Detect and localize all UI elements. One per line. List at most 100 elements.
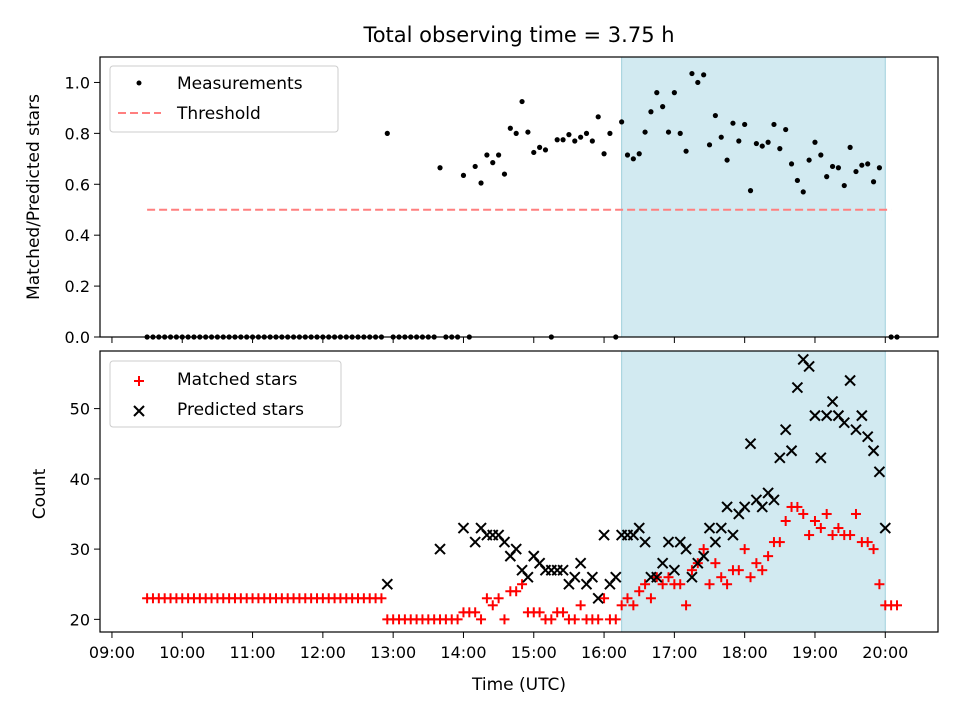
matched-star-point	[558, 607, 569, 618]
matched-star-point	[628, 600, 639, 611]
matched-star-point	[739, 544, 750, 555]
measurement-point	[665, 129, 672, 135]
predicted-star-point	[639, 536, 651, 548]
matched-star-point	[780, 516, 791, 527]
measurement-point	[718, 134, 724, 140]
matched-star-point	[733, 565, 744, 576]
measurement-point	[876, 165, 883, 171]
matched-star-point	[862, 537, 873, 548]
measurement-point	[695, 79, 701, 86]
predicted-star-point	[381, 578, 394, 590]
predicted-star-point	[656, 557, 669, 569]
matched-star-point	[868, 544, 879, 555]
matched-star-point	[657, 579, 668, 590]
measurement-point	[619, 119, 625, 125]
predicted-star-point	[457, 522, 470, 534]
predicted-star-point	[844, 374, 856, 387]
matched-star-point	[534, 607, 545, 618]
measurement-point	[531, 149, 537, 156]
y-tick-label: 50	[70, 400, 90, 419]
measurement-point	[583, 130, 590, 136]
measurement-point	[636, 151, 642, 157]
measurement-point	[800, 189, 806, 195]
y-tick-label: 0.2	[65, 277, 90, 296]
measurement-point	[806, 157, 812, 163]
measurement-point	[783, 126, 789, 133]
bottom-axes-frame	[99, 350, 939, 633]
measurement-point	[677, 130, 683, 136]
x-tick-label: 14:00	[440, 643, 486, 662]
measurement-point	[384, 130, 390, 136]
matched-star-point	[809, 516, 820, 527]
legend-threshold-label: Threshold	[176, 104, 261, 124]
measurement-point	[654, 90, 660, 96]
predicted-star-point	[469, 536, 481, 548]
top-y-ticks: 0.0 0.2 0.4 0.6 0.8 1.0	[65, 73, 100, 347]
predicted-star-point	[662, 536, 675, 548]
matched-star-point	[845, 530, 856, 541]
measurement-point	[841, 182, 847, 189]
predicted-star-point	[633, 522, 645, 534]
matched-star-point	[476, 614, 487, 625]
legend-predicted-label: Predicted stars	[177, 400, 304, 420]
predicted-star-point	[574, 557, 587, 569]
measurement-point	[771, 121, 777, 128]
legend-measurements-marker	[136, 80, 142, 86]
x-tick-label: 18:00	[722, 643, 768, 662]
predicted-star-point	[434, 543, 446, 555]
matched-star-point	[599, 593, 610, 604]
predicted-star-point	[610, 571, 622, 583]
matched-star-point	[546, 614, 557, 625]
matched-star-point	[675, 579, 686, 590]
matched-star-point	[774, 537, 785, 548]
predicted-star-point	[592, 592, 604, 604]
bottom-legend: Matched stars Predicted stars	[109, 360, 342, 428]
y-tick-label: 30	[70, 540, 90, 559]
measurement-point	[712, 112, 718, 119]
predicted-star-point	[850, 423, 862, 436]
matched-star-point	[645, 593, 656, 604]
matched-star-point	[376, 593, 387, 604]
measurement-point	[478, 180, 484, 186]
x-tick-label: 17:00	[651, 643, 697, 662]
measurement-point	[484, 152, 490, 158]
measurement-point	[472, 163, 478, 170]
predicted-star-point	[557, 564, 569, 576]
measurement-point	[624, 152, 631, 158]
y-tick-label: 1.0	[65, 73, 90, 92]
measurement-point	[859, 162, 865, 168]
matched-star-point	[827, 530, 838, 541]
measurement-point	[865, 161, 871, 167]
measurement-point	[730, 120, 736, 126]
matched-star-point	[452, 614, 463, 625]
bottom-legend-box	[109, 360, 342, 428]
predicted-star-point	[586, 571, 599, 583]
measurement-point	[701, 72, 707, 78]
measurement-point	[853, 168, 859, 175]
matched-star-point	[493, 593, 504, 604]
bottom-y-ticks: 20 30 40 50	[70, 400, 100, 629]
measurement-point	[829, 163, 836, 170]
measurement-point	[847, 144, 853, 150]
measurement-point	[554, 137, 560, 143]
matched-star-point	[517, 579, 528, 590]
legend-measurements-label: Measurements	[177, 74, 303, 94]
top-axes-frame	[99, 56, 939, 338]
legend-predicted-marker	[133, 405, 145, 417]
predicted-star-point	[738, 501, 751, 513]
x-tick-label: 19:00	[792, 643, 838, 662]
matched-star-point	[751, 558, 762, 569]
predicted-star-point	[709, 536, 722, 548]
legend-matched-marker	[134, 376, 144, 386]
matched-star-point	[891, 600, 902, 611]
predicted-star-point	[856, 409, 868, 422]
measurement-point	[742, 121, 748, 128]
measurement-point	[777, 146, 783, 152]
predicted-star-point	[820, 409, 833, 422]
matched-star-point	[798, 508, 809, 519]
matched-star-point	[804, 530, 815, 541]
measurement-point	[437, 165, 443, 171]
measurement-point	[794, 177, 800, 184]
matched-star-point	[610, 614, 621, 625]
